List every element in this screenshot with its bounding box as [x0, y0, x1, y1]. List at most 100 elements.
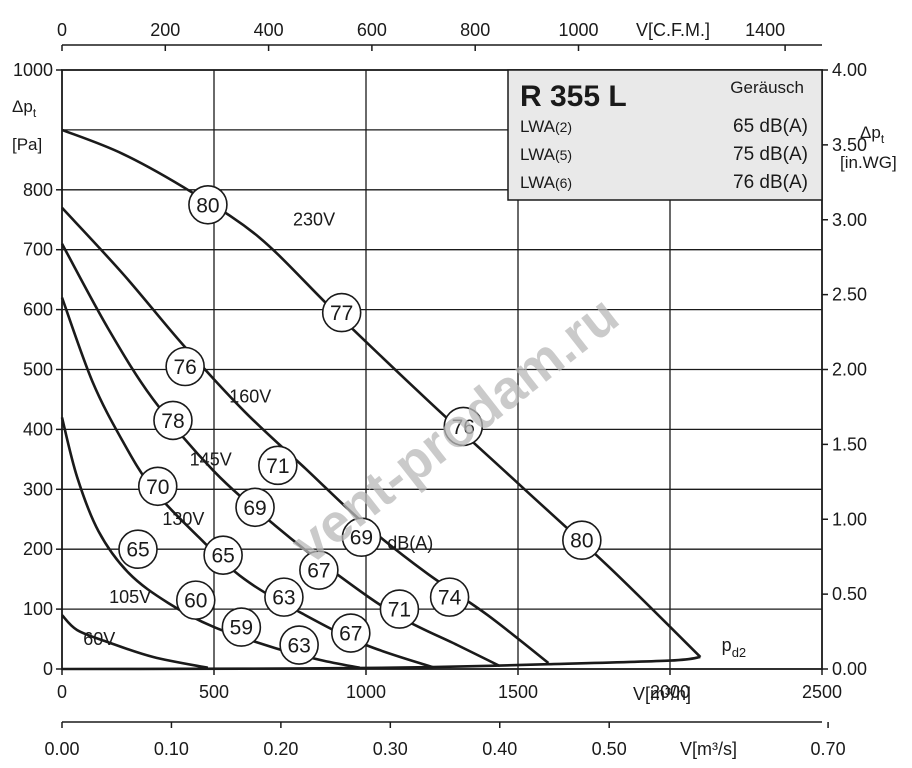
y2-tick-label: 3.50	[832, 135, 867, 155]
x2-axis-title: V[C.F.M.]	[636, 20, 710, 40]
sound-level-value: 63	[287, 635, 310, 658]
x-tick-label: 1000	[346, 682, 386, 702]
sound-level-marker: 76	[165, 346, 205, 387]
y-tick-label: 500	[23, 360, 53, 380]
pd2-label: pd2	[722, 635, 746, 660]
legend-row-label: LWA(2)	[520, 117, 572, 136]
sound-level-circle	[165, 346, 205, 387]
x2-tick-label: 800	[460, 20, 490, 40]
sound-level-value: 78	[161, 410, 184, 433]
sound-level-value: 70	[146, 476, 169, 499]
sound-level-value: 71	[266, 455, 289, 478]
voltage-labels: 230V 160V 145V 130V 105V 60V	[83, 210, 335, 649]
sound-level-value: 69	[350, 527, 373, 550]
legend-row-label: LWA(6)	[520, 173, 572, 192]
y2-tick-label: 2.00	[832, 360, 867, 380]
legend-row-value: 75 dB(A)	[733, 144, 808, 165]
sound-level-marker: 69	[235, 487, 275, 528]
sound-level-marker: 71	[379, 589, 420, 629]
x2-tick-label: 0	[57, 20, 67, 40]
sound-level-marker: 63	[279, 625, 319, 665]
sound-level-value: 65	[126, 539, 149, 562]
sound-level-circle	[264, 577, 304, 617]
x2-tick-label: 1000	[558, 20, 598, 40]
sound-level-value: 80	[570, 530, 593, 553]
sound-level-marker: 65	[203, 535, 243, 575]
y2-tick-label: 0.50	[832, 584, 867, 604]
legend-row-label: LWA(5)	[520, 145, 572, 164]
x3-tick-label: 0.20	[263, 739, 298, 759]
sound-level-circle	[118, 529, 158, 570]
y2-tick-label: 1.00	[832, 509, 867, 529]
sound-level-marker: 80	[188, 184, 228, 225]
voltage-label: 145V	[190, 449, 232, 469]
y-tick-label: 600	[23, 300, 53, 320]
sound-level-marker: 80	[562, 520, 602, 561]
legend-box	[507, 69, 823, 201]
sound-level-circle	[443, 406, 484, 447]
sound-level-marker: 67	[299, 550, 339, 590]
sound-level-circle	[221, 607, 262, 647]
y-tick-label: 200	[23, 539, 53, 559]
sound-level-value: 77	[330, 302, 353, 325]
sound-level-circle	[330, 613, 371, 653]
sound-level-value: 67	[339, 623, 362, 646]
axes: 010020030040050060070080010000.000.501.0…	[13, 20, 867, 759]
sound-level-marker: 67	[330, 613, 371, 653]
sound-level-circle	[299, 550, 339, 590]
sound-level-value: 71	[388, 599, 411, 622]
y2-tick-label: 4.00	[832, 60, 867, 80]
sound-level-marker: 77	[321, 292, 362, 333]
sound-level-marker: 59	[221, 607, 262, 647]
voltage-label: 60V	[83, 629, 115, 649]
sound-level-circle	[188, 184, 228, 225]
sound-level-marker: 63	[264, 577, 304, 617]
legend-row-value: 76 dB(A)	[733, 172, 808, 193]
curve-p-d2	[61, 655, 701, 671]
x-tick-label: 2000	[650, 682, 690, 702]
y2-tick-label: 0.00	[832, 659, 867, 679]
x3-tick-label: 0.00	[44, 739, 79, 759]
voltage-label: 230V	[293, 210, 335, 230]
y-tick-label: 800	[23, 180, 53, 200]
y-axis-title: Δpt	[12, 97, 37, 120]
y-tick-label: 100	[23, 599, 53, 619]
sound-level-marker: 69	[341, 517, 382, 558]
y-tick-label: 300	[23, 479, 53, 499]
sound-level-marker: 76	[443, 406, 484, 447]
legend-header: Geräusch	[730, 78, 804, 97]
sound-level-circle	[235, 487, 275, 528]
y-tick-label: 1000	[13, 60, 53, 80]
x-tick-label: 1500	[498, 682, 538, 702]
x3-axis-title: V[m³/s]	[680, 739, 737, 759]
sound-level-circle	[562, 520, 602, 561]
x2-tick-label: 600	[357, 20, 387, 40]
x3-tick-label: 0.30	[373, 739, 408, 759]
sound-level-circle	[175, 580, 216, 620]
sound-level-value: 59	[230, 617, 253, 640]
sound-level-circle	[429, 577, 470, 617]
x-axis-title: V[m³/h]	[633, 684, 691, 704]
y-tick-label: 0	[43, 659, 53, 679]
sound-level-marker: 74	[429, 577, 470, 617]
x3-tick-label: 0.10	[154, 739, 189, 759]
curve-60v	[61, 614, 209, 670]
x3-tick-label: 0.40	[482, 739, 517, 759]
y-tick-label: 700	[23, 240, 53, 260]
legend-row-value: 65 dB(A)	[733, 116, 808, 137]
sound-level-value: 76	[173, 356, 196, 379]
x2-tick-label: 200	[150, 20, 180, 40]
sound-level-circle	[279, 625, 319, 665]
sound-level-marker: 60	[175, 580, 216, 620]
y-axis-unit: [Pa]	[12, 135, 42, 154]
sound-level-value: 67	[307, 560, 330, 583]
voltage-label: 160V	[229, 386, 271, 406]
sound-level-circle	[153, 400, 193, 441]
y-tick-label: 400	[23, 419, 53, 439]
sound-level-value: 74	[438, 587, 462, 610]
x2-tick-label: 400	[254, 20, 284, 40]
x-tick-label: 0	[57, 682, 67, 702]
sound-level-value: 80	[196, 194, 219, 217]
